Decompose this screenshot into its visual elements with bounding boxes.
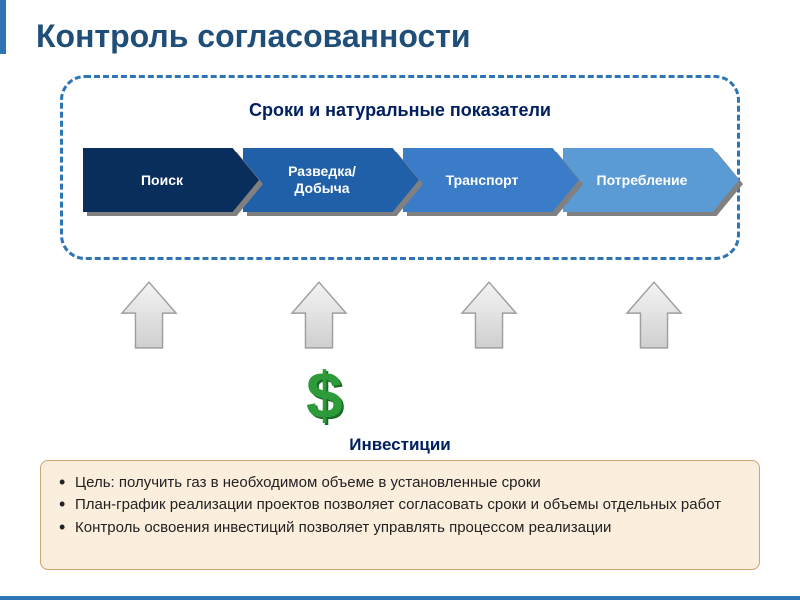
chevron-label: Разведка/ Добыча [288,163,374,197]
chevron-body: Разведка/ Добыча [243,148,419,212]
footer-accent-bar [0,596,800,600]
up-arrow-icon [460,280,518,352]
chevron-label: Транспорт [446,172,537,189]
process-step-0: Поиск [83,148,259,212]
bullet-item: Цель: получить газ в необходимом объеме … [59,473,741,493]
process-chevron-row: Поиск Разведка/ Добыча Транспорт Потреблени… [83,148,723,228]
chevron-body: Поиск [83,148,259,212]
investments-label: Инвестиции [0,435,800,455]
section-label: Сроки и натуральные показатели [63,100,737,121]
bullets-box: Цель: получить газ в необходимом объеме … [40,460,760,570]
chevron-body: Потребление [563,148,739,212]
bullets-list: Цель: получить газ в необходимом объеме … [59,473,741,538]
chevron-label: Потребление [597,172,706,189]
process-step-2: Транспорт [403,148,579,212]
chevron-body: Транспорт [403,148,579,212]
up-arrow-icon [625,280,683,352]
up-arrows-row [0,280,800,370]
page-title: Контроль согласованности [0,0,800,55]
dollar-icon: $ [306,357,343,433]
process-step-1: Разведка/ Добыча [243,148,419,212]
side-accent-bar [0,0,6,54]
bullet-item: План-график реализации проектов позволяе… [59,495,741,515]
indicators-group: Сроки и натуральные показатели Поиск Разв… [60,75,740,260]
up-arrow-icon [120,280,178,352]
bullet-item: Контроль освоения инвестиций позволяет у… [59,518,741,538]
chevron-label: Поиск [141,172,201,189]
process-step-3: Потребление [563,148,739,212]
up-arrow-icon [290,280,348,352]
